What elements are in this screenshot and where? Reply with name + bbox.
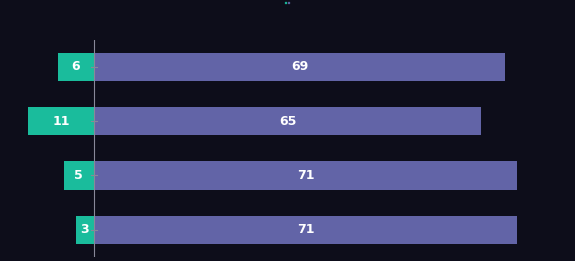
Text: 6: 6 xyxy=(71,60,80,73)
Bar xyxy=(94,107,481,135)
Bar xyxy=(64,161,94,189)
Bar xyxy=(94,216,517,244)
Text: 71: 71 xyxy=(297,169,314,182)
Text: 65: 65 xyxy=(279,115,296,128)
Text: 11: 11 xyxy=(52,115,70,128)
Bar xyxy=(28,107,94,135)
Bar xyxy=(76,216,94,244)
Bar xyxy=(94,53,505,81)
Text: 69: 69 xyxy=(291,60,308,73)
Text: 71: 71 xyxy=(297,223,314,236)
Bar xyxy=(58,53,94,81)
Text: 5: 5 xyxy=(74,169,83,182)
Legend: , : , xyxy=(284,1,291,3)
Text: 3: 3 xyxy=(81,223,89,236)
Bar xyxy=(94,161,517,189)
